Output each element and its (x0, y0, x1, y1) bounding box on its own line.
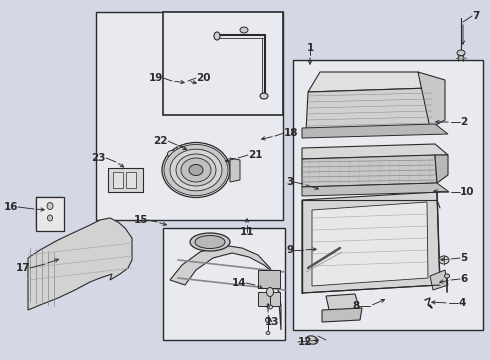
Bar (36, 197, 64, 231)
Polygon shape (170, 245, 281, 330)
Bar (258, 270, 280, 288)
Ellipse shape (162, 143, 230, 198)
Ellipse shape (439, 256, 449, 264)
Text: 17: 17 (15, 263, 30, 273)
Text: 2: 2 (460, 117, 467, 127)
Ellipse shape (168, 150, 176, 158)
Ellipse shape (267, 288, 273, 297)
Text: 21: 21 (248, 150, 263, 160)
Text: 20: 20 (196, 73, 211, 83)
Polygon shape (302, 124, 448, 138)
Text: 22: 22 (153, 136, 168, 146)
Ellipse shape (181, 158, 211, 182)
Polygon shape (322, 308, 362, 322)
Text: 7: 7 (472, 11, 479, 21)
Ellipse shape (189, 165, 203, 175)
Text: 11: 11 (240, 227, 254, 237)
Text: 15: 15 (133, 215, 148, 225)
Ellipse shape (170, 149, 222, 191)
Ellipse shape (176, 154, 216, 186)
Text: 4: 4 (458, 298, 466, 308)
Polygon shape (306, 88, 432, 132)
Ellipse shape (306, 336, 318, 344)
Ellipse shape (457, 50, 465, 56)
Polygon shape (326, 294, 360, 314)
Polygon shape (430, 270, 448, 290)
Bar (96, 12, 283, 220)
Ellipse shape (458, 55, 464, 60)
Bar (126, 172, 136, 188)
Polygon shape (302, 144, 448, 159)
Polygon shape (230, 158, 240, 182)
Bar (293, 60, 483, 330)
Text: 6: 6 (460, 274, 467, 284)
Bar (36, 197, 61, 227)
Ellipse shape (190, 233, 230, 251)
Text: 3: 3 (287, 177, 294, 187)
Ellipse shape (268, 305, 272, 309)
Bar (258, 292, 280, 306)
Text: 9: 9 (287, 245, 294, 255)
Text: 10: 10 (460, 187, 474, 197)
Polygon shape (302, 155, 437, 187)
Bar (108, 168, 143, 192)
Text: 18: 18 (284, 128, 298, 138)
Text: 1: 1 (306, 43, 314, 53)
Text: 19: 19 (148, 73, 163, 83)
Ellipse shape (444, 274, 449, 278)
Text: 12: 12 (298, 337, 313, 347)
Ellipse shape (260, 93, 268, 99)
Text: 13: 13 (265, 317, 279, 327)
Bar (163, 12, 283, 115)
Polygon shape (302, 183, 449, 196)
Text: 23: 23 (92, 153, 106, 163)
Polygon shape (28, 218, 132, 310)
Bar (113, 172, 123, 188)
Ellipse shape (195, 235, 225, 248)
Text: 5: 5 (460, 253, 467, 263)
Polygon shape (308, 72, 430, 92)
Ellipse shape (240, 27, 248, 33)
Ellipse shape (214, 32, 220, 40)
Ellipse shape (266, 332, 270, 334)
Ellipse shape (266, 318, 270, 323)
Text: 8: 8 (353, 301, 360, 311)
Ellipse shape (47, 202, 53, 210)
Polygon shape (435, 155, 448, 183)
Text: 16: 16 (3, 202, 18, 212)
Polygon shape (312, 202, 428, 286)
Ellipse shape (177, 145, 183, 150)
Ellipse shape (164, 144, 228, 195)
Polygon shape (418, 72, 445, 128)
Bar (163, 228, 285, 340)
Polygon shape (302, 192, 440, 293)
Text: 14: 14 (231, 278, 246, 288)
Ellipse shape (48, 215, 52, 221)
